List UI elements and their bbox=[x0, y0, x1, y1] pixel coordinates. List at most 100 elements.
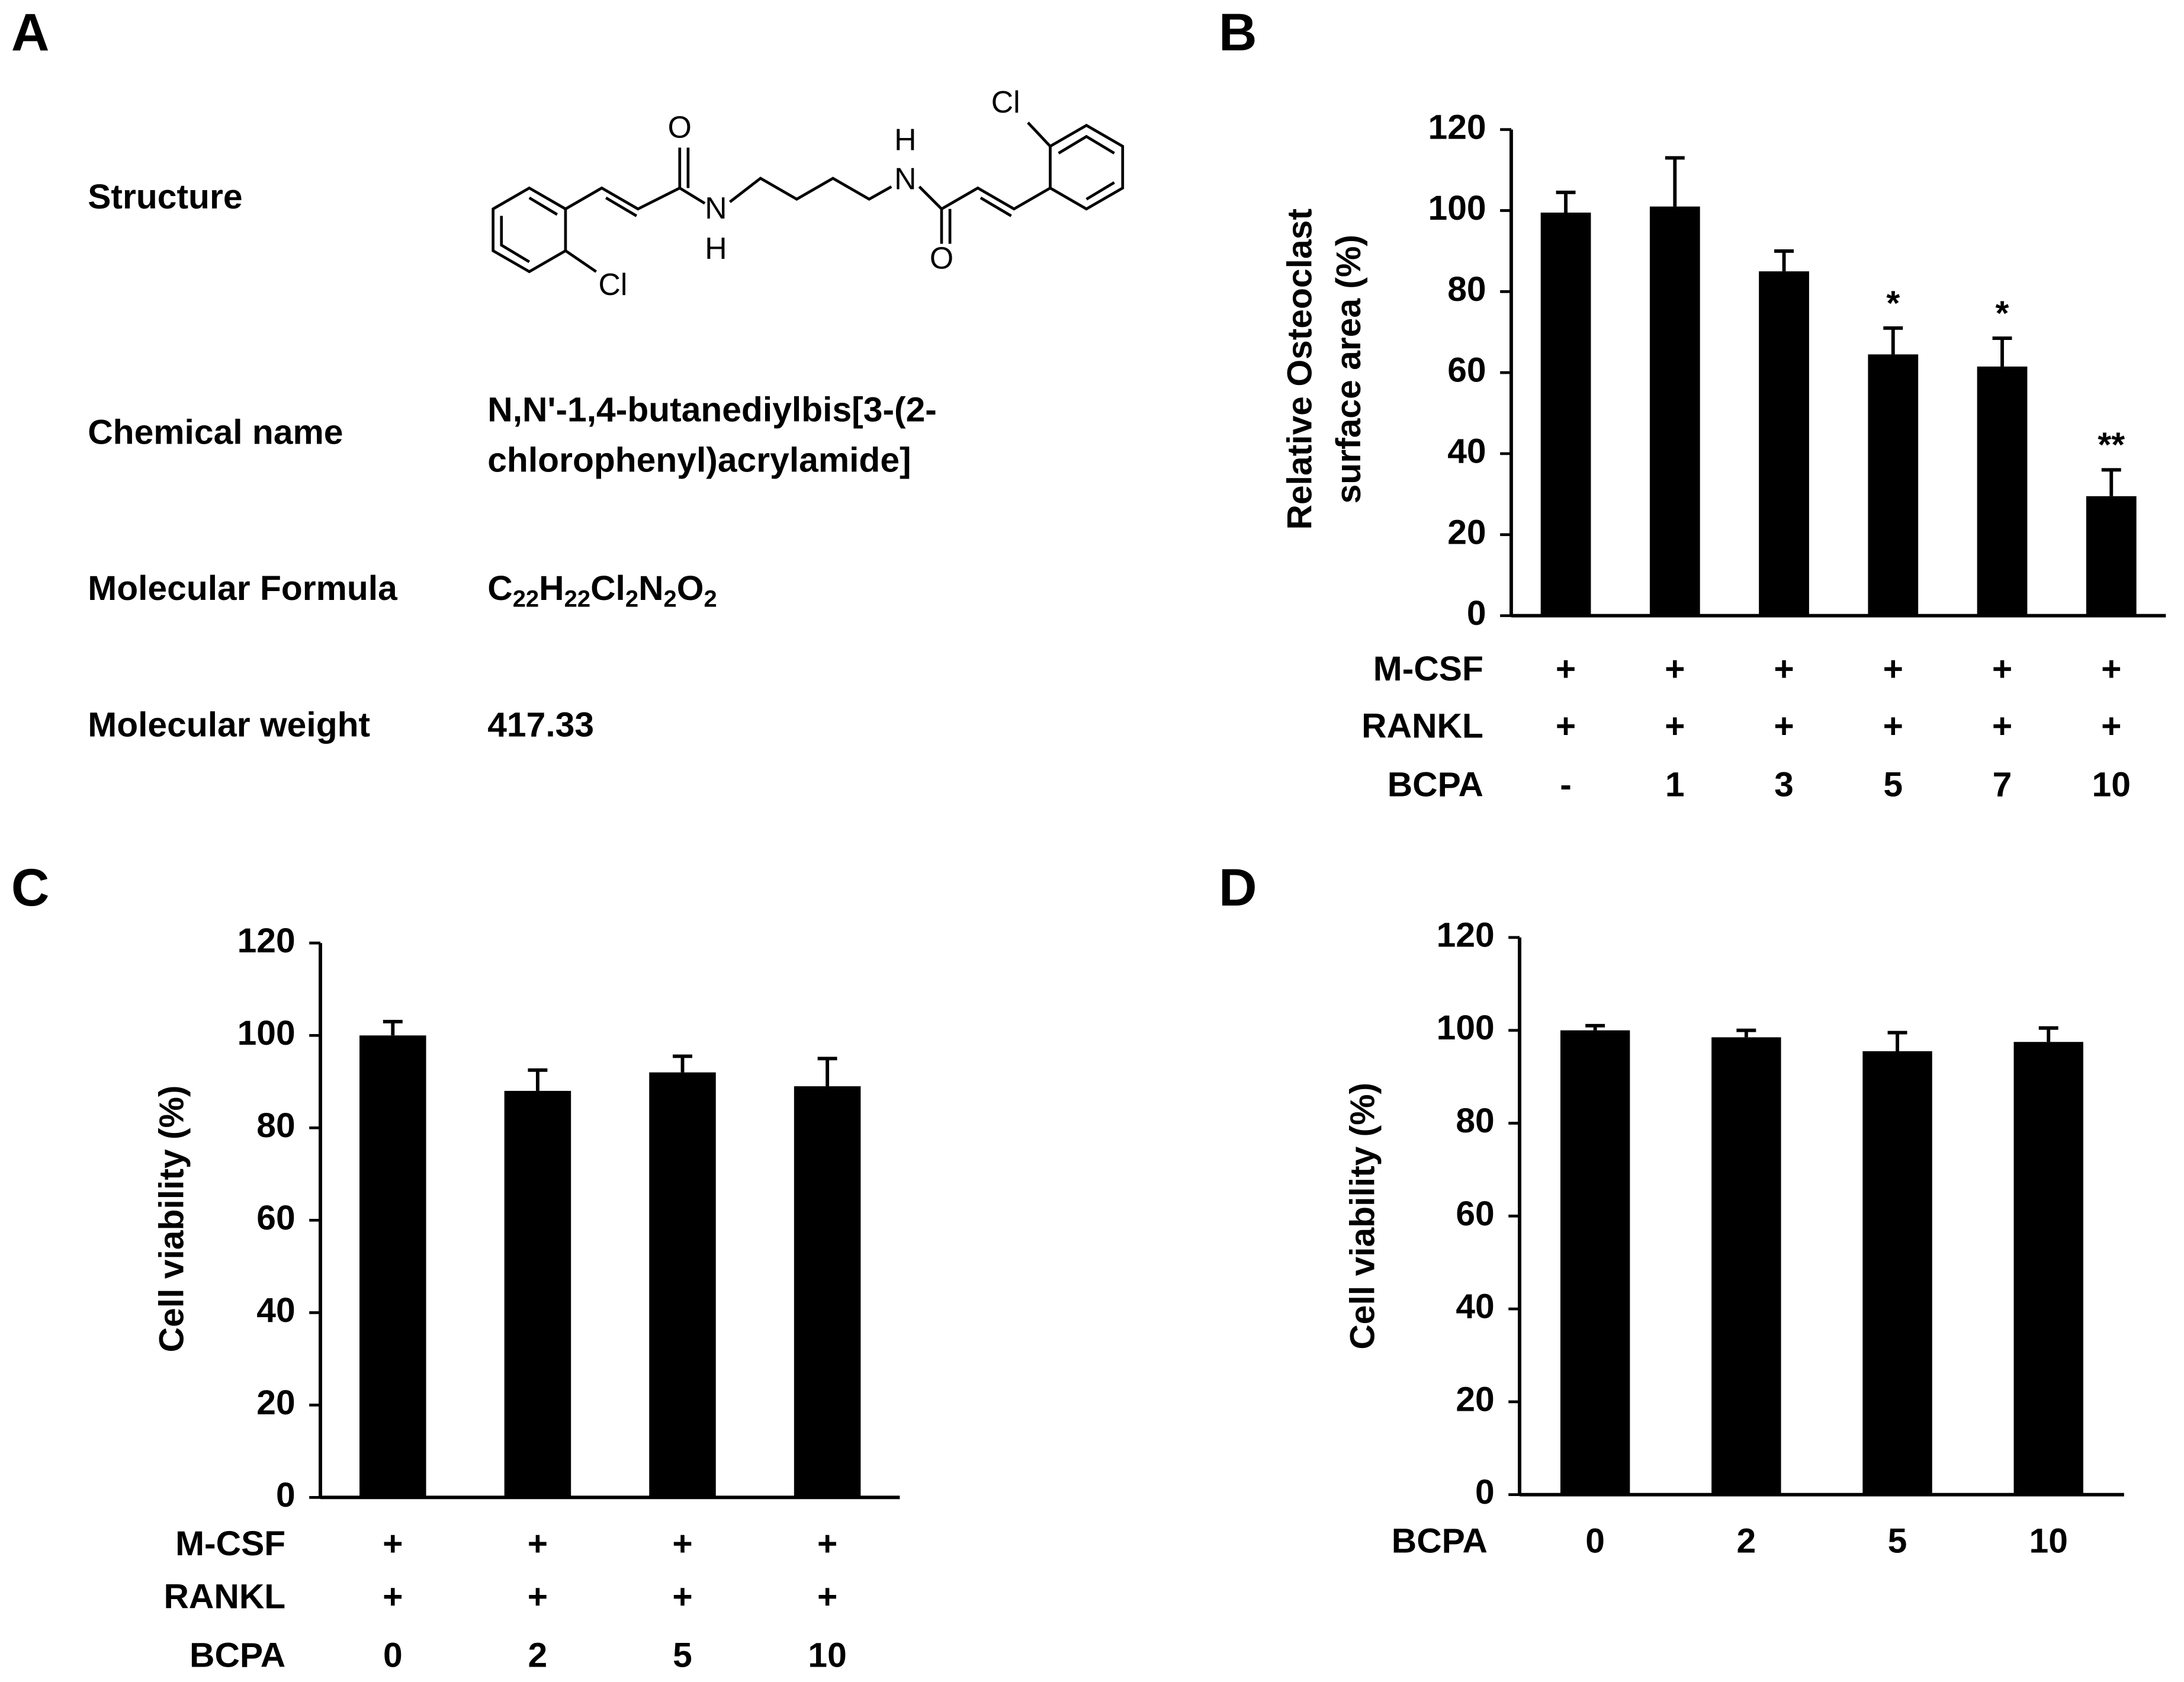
error-bar bbox=[1887, 1031, 1907, 1051]
condition-mark: + bbox=[1665, 650, 1685, 688]
condition-mark: + bbox=[817, 1578, 837, 1616]
chemical-name: chlorophenyl)acrylamide] bbox=[487, 441, 911, 479]
error-bar bbox=[2101, 468, 2121, 496]
bond bbox=[1027, 121, 1052, 147]
panel-label: D bbox=[1219, 858, 1257, 917]
y-tick-label: 0 bbox=[1475, 1473, 1495, 1511]
error-bar bbox=[1736, 1028, 1756, 1038]
bar bbox=[1540, 212, 1591, 616]
bond bbox=[979, 196, 1012, 217]
condition-mark: + bbox=[383, 1578, 403, 1616]
row-label: Chemical name bbox=[88, 413, 343, 451]
bar bbox=[359, 1035, 426, 1498]
bond bbox=[564, 249, 598, 273]
condition-mark: + bbox=[2101, 707, 2121, 746]
condition-mark: + bbox=[1883, 650, 1903, 688]
y-tick-label: 60 bbox=[1456, 1195, 1494, 1233]
benzene-ring bbox=[492, 186, 567, 274]
y-tick-label: 80 bbox=[256, 1106, 295, 1145]
bond bbox=[605, 196, 638, 217]
condition-mark: + bbox=[1665, 707, 1685, 746]
x-axis-label: BCPA bbox=[1392, 1522, 1488, 1561]
x-tick-label: 10 bbox=[808, 1636, 846, 1674]
atom-label: N bbox=[705, 191, 727, 225]
x-tick-label: 5 bbox=[1888, 1522, 1907, 1561]
y-tick-label: 120 bbox=[237, 922, 296, 960]
bond bbox=[1058, 134, 1115, 155]
atom-label: Cl bbox=[598, 267, 627, 301]
condition-mark: + bbox=[1774, 650, 1794, 688]
y-tick-label: 80 bbox=[1456, 1102, 1494, 1140]
error-bar bbox=[2038, 1026, 2058, 1042]
bar bbox=[504, 1090, 571, 1498]
significance: * bbox=[1886, 284, 1900, 323]
y-tick-label: 40 bbox=[256, 1291, 295, 1330]
formula-subscript: 2 bbox=[664, 586, 677, 612]
x-tick-label: 0 bbox=[383, 1636, 403, 1674]
atom-label: O bbox=[668, 110, 692, 144]
bar bbox=[1649, 206, 1700, 616]
panel-label: A bbox=[11, 2, 50, 62]
x-tick-label: 5 bbox=[673, 1636, 692, 1674]
condition-mark: + bbox=[817, 1524, 837, 1563]
condition-mark: + bbox=[1556, 707, 1576, 746]
bar bbox=[2013, 1042, 2083, 1495]
error-bar bbox=[1585, 1023, 1605, 1031]
condition-mark: + bbox=[383, 1524, 403, 1563]
condition-mark: + bbox=[1774, 707, 1794, 746]
y-tick-label: 60 bbox=[256, 1199, 295, 1237]
error-bar bbox=[1665, 156, 1685, 207]
formula-subscript: 2 bbox=[704, 586, 717, 612]
error-bar bbox=[1774, 249, 1794, 272]
condition-label: RANKL bbox=[1361, 707, 1483, 746]
condition-mark: + bbox=[1556, 650, 1576, 688]
condition-mark: + bbox=[672, 1578, 692, 1616]
condition-mark: + bbox=[1992, 650, 2012, 688]
condition-mark: + bbox=[2101, 650, 2121, 688]
formula-element: H bbox=[539, 569, 564, 608]
atom-label: H bbox=[705, 231, 727, 265]
bond bbox=[729, 176, 892, 203]
error-bar bbox=[1556, 190, 1576, 213]
row-label: Molecular weight bbox=[88, 705, 370, 744]
formula-subscript: 22 bbox=[513, 586, 539, 612]
y-tick-label: 0 bbox=[276, 1476, 296, 1514]
x-axis-label: BCPA bbox=[1388, 765, 1483, 804]
x-tick-label: 7 bbox=[1993, 765, 2012, 804]
atom-label: O bbox=[930, 240, 953, 275]
y-tick-label: 40 bbox=[1447, 432, 1486, 470]
chemical-name: N,N'-1,4-butanediylbis[3-(2- bbox=[487, 391, 937, 429]
condition-mark: + bbox=[672, 1524, 692, 1563]
bond bbox=[564, 147, 682, 211]
bond bbox=[1085, 181, 1115, 201]
y-tick-label: 100 bbox=[1437, 1009, 1495, 1047]
molecular-weight: 417.33 bbox=[487, 705, 594, 744]
bond bbox=[500, 216, 531, 264]
x-tick-label: 5 bbox=[1883, 765, 1903, 804]
formula-element: O bbox=[677, 569, 704, 608]
error-bar bbox=[1992, 336, 2012, 367]
y-tick-label: 100 bbox=[1428, 189, 1486, 227]
x-tick-label: 3 bbox=[1774, 765, 1794, 804]
error-bar bbox=[383, 1019, 403, 1036]
error-bar bbox=[673, 1054, 692, 1073]
y-tick-label: 80 bbox=[1447, 270, 1486, 309]
x-tick-label: 10 bbox=[2092, 765, 2131, 804]
bar bbox=[1868, 354, 1919, 616]
atom-label: H bbox=[894, 123, 916, 157]
bar bbox=[794, 1086, 861, 1498]
condition-mark: + bbox=[1883, 707, 1903, 746]
y-tick-label: 20 bbox=[1447, 513, 1486, 551]
y-axis-label: surface area (%) bbox=[1329, 235, 1368, 503]
bond bbox=[679, 187, 706, 205]
x-tick-label: 2 bbox=[528, 1636, 548, 1674]
condition-mark: + bbox=[1992, 707, 2012, 746]
bar bbox=[1759, 271, 1809, 616]
panel-label: B bbox=[1219, 2, 1257, 62]
y-tick-label: 40 bbox=[1456, 1288, 1494, 1326]
atom-label: Cl bbox=[991, 85, 1020, 119]
formula-subscript: 22 bbox=[564, 586, 590, 612]
y-tick-label: 0 bbox=[1467, 594, 1486, 633]
